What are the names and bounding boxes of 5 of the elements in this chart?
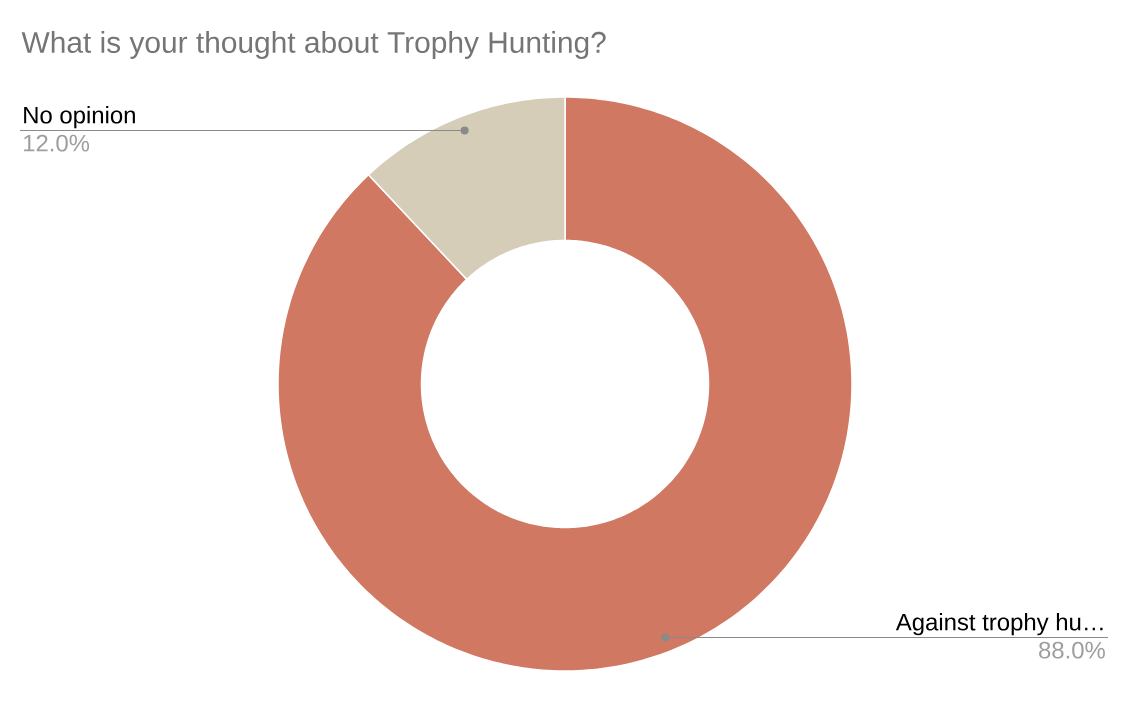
data-label: 12.0% [24,134,90,152]
slice-label: Against trophy hu… [895,613,1103,636]
data-label: 88.0% [1039,641,1105,659]
chart-title: What is your thought about Trophy Hunting? [21,31,606,59]
slice-label: No opinion [24,106,135,129]
